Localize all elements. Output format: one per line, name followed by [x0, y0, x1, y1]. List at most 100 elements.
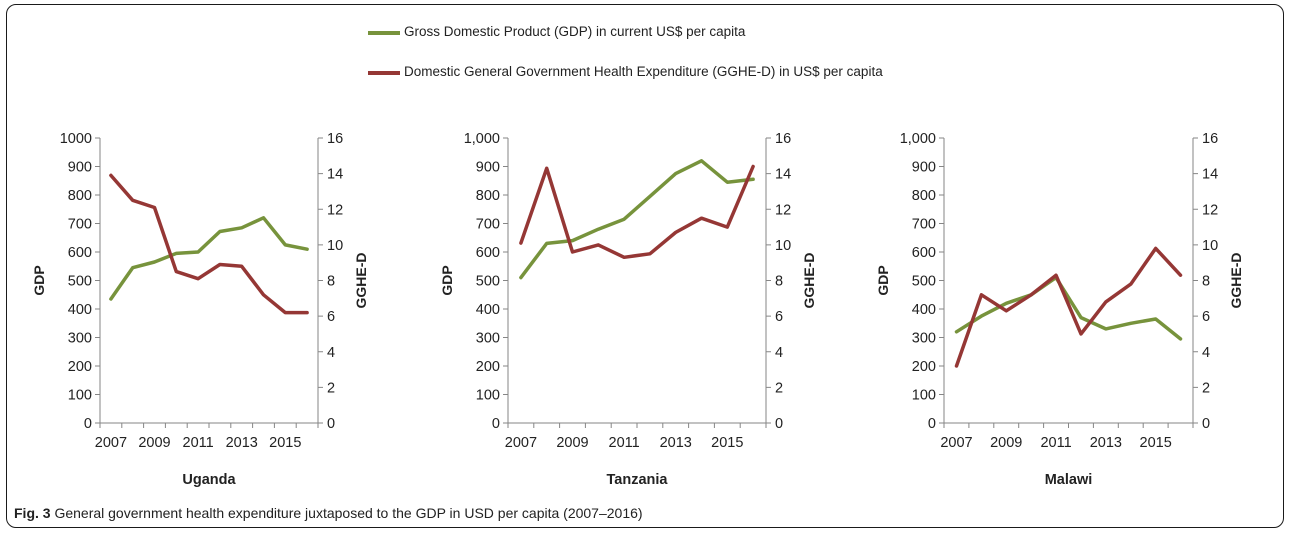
left-tick-label: 0	[492, 416, 500, 432]
left-tick-label: 900	[476, 160, 500, 176]
x-tick-label: 2009	[990, 435, 1022, 451]
left-tick-label: 400	[912, 302, 936, 318]
left-tick-label: 100	[68, 388, 92, 404]
left-tick-label: 600	[476, 245, 500, 261]
right-tick-label: 16	[327, 131, 343, 147]
left-tick-label: 400	[68, 302, 92, 318]
legend-label-gdp: Gross Domestic Product (GDP) in current …	[404, 24, 746, 39]
right-tick-label: 0	[1202, 416, 1210, 432]
left-tick-label: 1000	[60, 131, 92, 147]
left-tick-label: 200	[68, 359, 92, 375]
chart-title: Malawi	[1045, 472, 1093, 488]
right-axis-title: GGHE-D	[353, 253, 369, 309]
right-tick-label: 8	[775, 274, 783, 290]
chart-title: Uganda	[182, 472, 236, 488]
right-tick-label: 4	[775, 345, 783, 361]
right-tick-label: 10	[775, 238, 791, 254]
figure-frame	[6, 4, 1284, 528]
left-tick-label: 500	[476, 274, 500, 290]
left-tick-label: 200	[476, 359, 500, 375]
right-tick-label: 8	[327, 274, 335, 290]
x-tick-label: 2015	[711, 435, 743, 451]
left-tick-label: 300	[912, 331, 936, 347]
left-tick-label: 0	[928, 416, 936, 432]
x-tick-label: 2007	[940, 435, 972, 451]
x-tick-label: 2011	[1040, 435, 1071, 451]
right-tick-label: 14	[1202, 167, 1218, 183]
right-tick-label: 12	[775, 202, 791, 218]
series-line-gghe	[519, 164, 755, 260]
right-tick-label: 0	[775, 416, 783, 432]
right-tick-label: 2	[327, 380, 335, 396]
chart-title: Tanzania	[607, 472, 669, 488]
left-axis-title: GDP	[31, 265, 47, 295]
left-tick-label: 500	[68, 274, 92, 290]
right-tick-label: 2	[1202, 380, 1210, 396]
left-tick-label: 400	[476, 302, 500, 318]
left-tick-label: 800	[912, 188, 936, 204]
left-tick-label: 700	[912, 217, 936, 233]
left-tick-label: 300	[68, 331, 92, 347]
left-axis-title: GDP	[439, 265, 455, 295]
x-tick-label: 2011	[183, 435, 214, 451]
left-tick-label: 0	[84, 416, 92, 432]
right-axis-title: GGHE-D	[801, 253, 817, 309]
caption-text: General government health expenditure ju…	[54, 505, 643, 521]
right-tick-label: 6	[327, 309, 335, 325]
left-tick-label: 700	[476, 217, 500, 233]
left-tick-label: 100	[476, 388, 500, 404]
right-tick-label: 4	[1202, 345, 1210, 361]
left-tick-label: 1,000	[900, 131, 936, 147]
legend-swatch-gghe	[368, 71, 400, 75]
left-tick-label: 900	[68, 160, 92, 176]
x-tick-label: 2009	[556, 435, 588, 451]
x-tick-label: 2007	[95, 435, 127, 451]
legend-label-gghe: Domestic General Government Health Expen…	[404, 64, 883, 79]
right-tick-label: 16	[775, 131, 791, 147]
right-tick-label: 10	[327, 238, 343, 254]
left-tick-label: 1,000	[464, 131, 500, 147]
left-axis-title: GDP	[875, 265, 891, 295]
x-tick-label: 2013	[1090, 435, 1122, 451]
x-tick-label: 2007	[505, 435, 537, 451]
left-tick-label: 200	[912, 359, 936, 375]
right-tick-label: 16	[1202, 131, 1218, 147]
left-tick-label: 700	[68, 217, 92, 233]
left-tick-label: 600	[68, 245, 92, 261]
x-tick-label: 2013	[660, 435, 692, 451]
chart-uganda: 0 100 200 300 400 500 600 700 800 900 1000 0 2 4 6 8 10 1…	[31, 131, 369, 488]
left-tick-label: 100	[912, 388, 936, 404]
x-tick-label: 2009	[138, 435, 170, 451]
x-tick-label: 2011	[609, 435, 640, 451]
series-line-gdp	[954, 275, 1183, 341]
legend-swatch-gdp	[368, 31, 400, 35]
chart-malawi: 0 100 200 300 400 500 600 700 800 900 1,000 0 2 4 6 8 10…	[875, 131, 1244, 488]
right-tick-label: 12	[327, 202, 343, 218]
right-tick-label: 2	[775, 380, 783, 396]
figure-caption: Fig. 3 General government health expendi…	[14, 505, 643, 521]
right-tick-label: 14	[327, 167, 343, 183]
right-tick-label: 4	[327, 345, 335, 361]
left-tick-label: 800	[476, 188, 500, 204]
right-tick-label: 6	[1202, 309, 1210, 325]
right-tick-label: 12	[1202, 202, 1218, 218]
right-axis-title: GGHE-D	[1228, 253, 1244, 309]
x-tick-label: 2013	[226, 435, 258, 451]
series-line-gghe	[954, 246, 1183, 368]
right-tick-label: 8	[1202, 274, 1210, 290]
right-tick-label: 6	[775, 309, 783, 325]
right-tick-label: 0	[327, 416, 335, 432]
x-tick-label: 2015	[269, 435, 301, 451]
left-tick-label: 800	[68, 188, 92, 204]
left-tick-label: 600	[912, 245, 936, 261]
caption-label: Fig. 3	[14, 505, 51, 521]
series-line-gdp	[519, 159, 755, 280]
chart-tanzania: 0 100 200 300 400 500 600 700 800 900 1,000 0 2 4 6 8 10…	[439, 131, 817, 488]
right-tick-label: 14	[775, 167, 791, 183]
left-tick-label: 300	[476, 331, 500, 347]
series-line-gdp	[109, 216, 309, 301]
x-tick-label: 2015	[1140, 435, 1172, 451]
left-tick-label: 500	[912, 274, 936, 290]
right-tick-label: 10	[1202, 238, 1218, 254]
